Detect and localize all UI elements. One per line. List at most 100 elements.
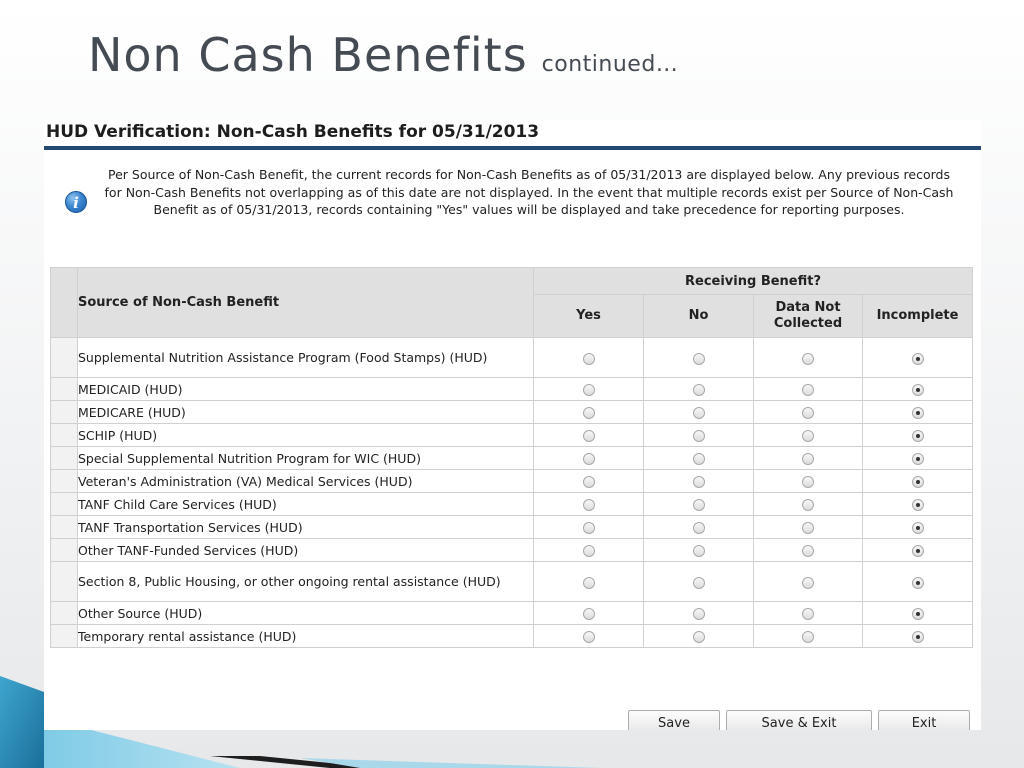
benefit-source-label: MEDICARE (HUD) [77, 400, 534, 424]
radio-yes[interactable] [582, 631, 595, 643]
row-selector-cell [50, 400, 78, 424]
radio-cell-no [643, 423, 754, 447]
radio-cell-incomplete [861, 337, 974, 378]
radio-data-not-collected[interactable] [802, 522, 814, 534]
radio-data-not-collected[interactable] [802, 453, 814, 465]
radio-incomplete[interactable] [911, 407, 924, 419]
benefit-source-label: Supplemental Nutrition Assistance Progra… [77, 337, 534, 378]
radio-incomplete[interactable] [911, 352, 924, 365]
radio-no[interactable] [692, 384, 705, 396]
slide-title: Non Cash Benefits continued… [88, 28, 678, 82]
radio-no[interactable] [692, 522, 705, 534]
benefit-source-label: Veteran's Administration (VA) Medical Se… [77, 469, 534, 493]
radio-data-not-collected[interactable] [802, 631, 814, 643]
radio-incomplete[interactable] [911, 545, 924, 557]
radio-cell-yes [533, 515, 644, 539]
row-selector-cell [50, 337, 78, 378]
radio-cell-data-not-collected [753, 446, 863, 470]
info-message: Per Source of Non-Cash Benefit, the curr… [104, 167, 954, 217]
radio-cell-data-not-collected [753, 337, 863, 378]
radio-cell-no [643, 561, 754, 602]
radio-cell-no [643, 538, 754, 562]
radio-incomplete[interactable] [911, 608, 924, 620]
save-exit-button[interactable]: Save & Exit [726, 710, 872, 730]
radio-incomplete[interactable] [911, 499, 924, 511]
radio-incomplete[interactable] [911, 384, 924, 396]
radio-cell-incomplete [861, 515, 974, 539]
radio-incomplete[interactable] [911, 631, 924, 643]
radio-yes[interactable] [582, 545, 595, 557]
radio-cell-yes [533, 624, 644, 648]
radio-cell-yes [533, 469, 644, 493]
radio-data-not-collected[interactable] [802, 608, 814, 620]
radio-data-not-collected[interactable] [802, 407, 814, 419]
radio-cell-no [643, 377, 754, 401]
radio-data-not-collected[interactable] [802, 545, 814, 557]
radio-cell-data-not-collected [753, 561, 863, 602]
option-header-data-not-collected: Data Not Collected [753, 294, 863, 338]
radio-yes[interactable] [582, 608, 595, 620]
benefit-source-label: TANF Transportation Services (HUD) [77, 515, 534, 539]
radio-no[interactable] [692, 352, 705, 365]
radio-cell-incomplete [861, 538, 974, 562]
radio-incomplete[interactable] [911, 453, 924, 465]
radio-cell-no [643, 446, 754, 470]
radio-cell-no [643, 400, 754, 424]
radio-cell-yes [533, 400, 644, 424]
radio-no[interactable] [692, 453, 705, 465]
slide-title-main: Non Cash Benefits [88, 28, 528, 82]
radio-cell-data-not-collected [753, 492, 863, 516]
radio-yes[interactable] [582, 407, 595, 419]
radio-no[interactable] [692, 545, 705, 557]
radio-cell-incomplete [861, 423, 974, 447]
option-header-yes: Yes [533, 294, 644, 338]
radio-data-not-collected[interactable] [802, 352, 814, 365]
radio-yes[interactable] [582, 576, 595, 589]
radio-cell-no [643, 624, 754, 648]
row-selector-cell [50, 515, 78, 539]
row-selector-cell [50, 423, 78, 447]
row-selector-cell [50, 601, 78, 625]
radio-incomplete[interactable] [911, 576, 924, 589]
radio-no[interactable] [692, 430, 705, 442]
radio-no[interactable] [692, 631, 705, 643]
radio-data-not-collected[interactable] [802, 430, 814, 442]
radio-data-not-collected[interactable] [802, 576, 814, 589]
radio-cell-data-not-collected [753, 377, 863, 401]
table-row: Special Supplemental Nutrition Program f… [50, 446, 974, 470]
radio-cell-incomplete [861, 492, 974, 516]
table-row: Temporary rental assistance (HUD) [50, 624, 974, 648]
radio-cell-data-not-collected [753, 469, 863, 493]
radio-yes[interactable] [582, 499, 595, 511]
radio-no[interactable] [692, 476, 705, 488]
radio-cell-yes [533, 561, 644, 602]
radio-data-not-collected[interactable] [802, 476, 814, 488]
row-selector-cell [50, 561, 78, 602]
radio-incomplete[interactable] [911, 522, 924, 534]
radio-incomplete[interactable] [911, 430, 924, 442]
radio-data-not-collected[interactable] [802, 384, 814, 396]
radio-cell-incomplete [861, 624, 974, 648]
radio-cell-yes [533, 538, 644, 562]
radio-yes[interactable] [582, 352, 595, 365]
radio-yes[interactable] [582, 476, 595, 488]
radio-yes[interactable] [582, 430, 595, 442]
table-row: Section 8, Public Housing, or other ongo… [50, 561, 974, 602]
radio-data-not-collected[interactable] [802, 499, 814, 511]
radio-cell-incomplete [861, 446, 974, 470]
radio-no[interactable] [692, 576, 705, 589]
radio-cell-data-not-collected [753, 624, 863, 648]
verification-panel: HUD Verification: Non-Cash Benefits for … [44, 120, 981, 730]
radio-yes[interactable] [582, 522, 595, 534]
radio-yes[interactable] [582, 384, 595, 396]
radio-incomplete[interactable] [911, 476, 924, 488]
radio-no[interactable] [692, 407, 705, 419]
save-button[interactable]: Save [628, 710, 720, 730]
radio-no[interactable] [692, 608, 705, 620]
exit-button[interactable]: Exit [878, 710, 970, 730]
benefit-source-label: Special Supplemental Nutrition Program f… [77, 446, 534, 470]
info-icon: i [65, 191, 87, 213]
radio-yes[interactable] [582, 453, 595, 465]
radio-no[interactable] [692, 499, 705, 511]
radio-cell-yes [533, 377, 644, 401]
